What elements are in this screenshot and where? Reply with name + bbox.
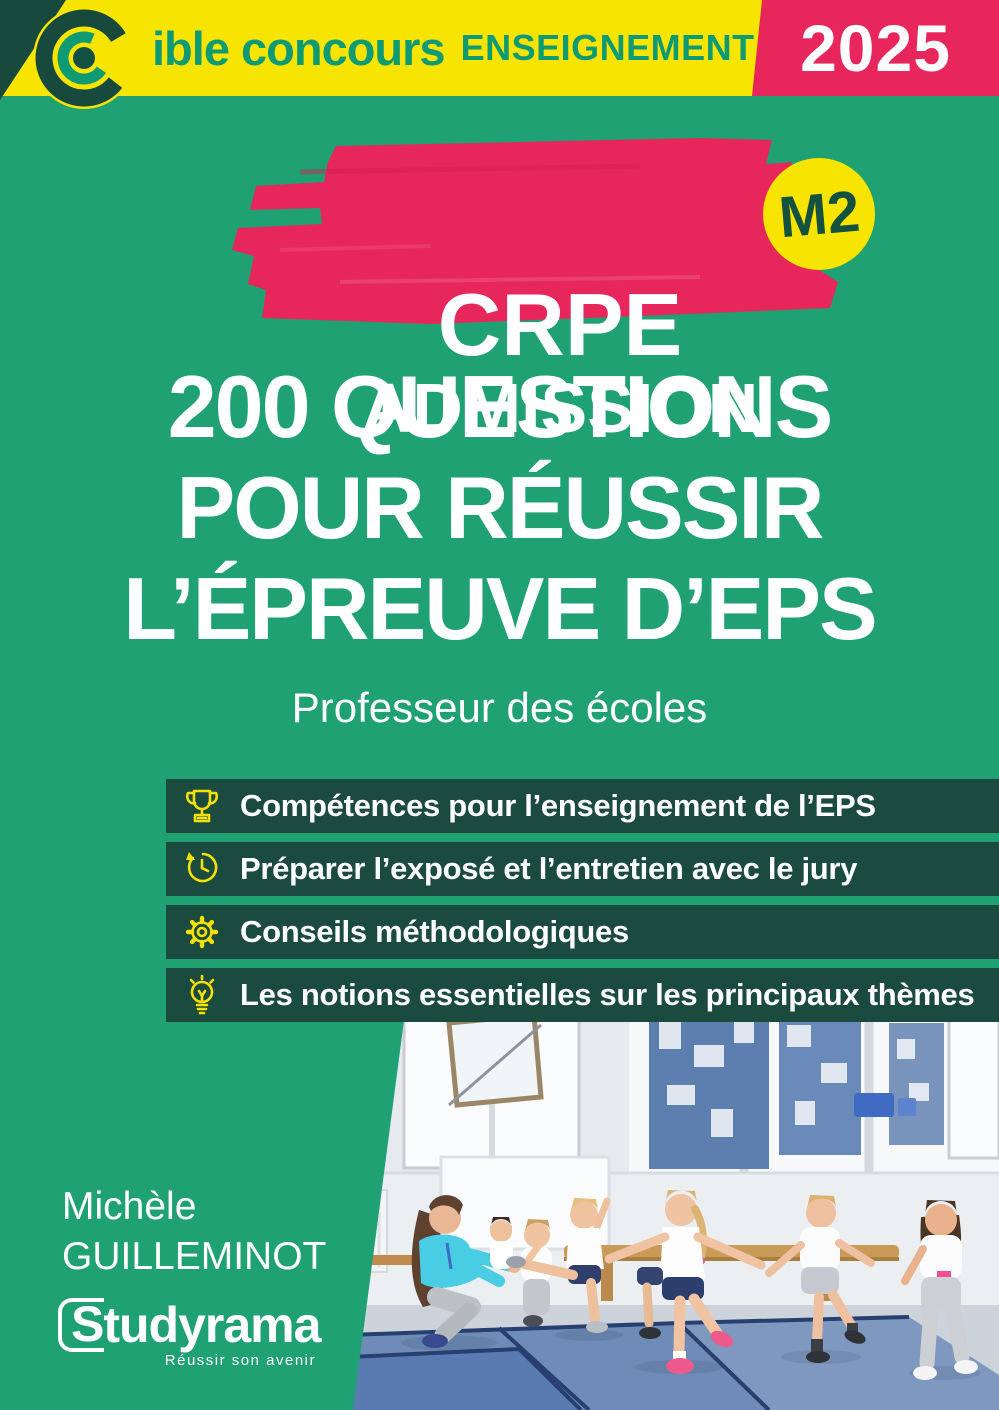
feature-list: Compétences pour l’enseignement de l’EPS… [166,779,999,1031]
gear-icon [185,915,219,949]
title-line-1: 200 QUESTIONS [167,357,834,456]
year-badge: 2025 [752,0,999,96]
m2-badge: M2 [763,158,875,270]
feature-row-competences: Compétences pour l’enseignement de l’EPS [166,779,999,833]
trophy-icon [186,789,218,823]
exam-name: CRPE [437,275,683,374]
child-figure [637,1267,663,1339]
brush-stroke-shape [232,138,848,324]
child-figure [765,1195,875,1363]
gym-class-photo [349,1005,999,1410]
feature-label: Les notions essentielles sur les princip… [240,977,975,1012]
m2-label: M2 [776,178,862,250]
collection-name-bold: ible concours [152,21,446,75]
collection-name: ible concours ENSEIGNEMENT [152,0,755,96]
title-line-2: POUR RÉUSSIR [176,458,825,557]
history-clock-icon [186,852,218,883]
feature-row-preparer: Préparer l’exposé et l’entretien avec le… [166,842,999,896]
author-last-name: GUILLEMINOT [62,1235,327,1278]
author-first-name: Michèle [62,1185,197,1228]
studyrama-rest: tudyrama [103,1297,321,1353]
publisher-tagline: Réussir son avenir [164,1352,316,1369]
child-figure [604,1190,766,1374]
feature-row-notions: Les notions essentielles sur les princip… [166,968,999,1022]
feature-row-conseils: Conseils méthodologiques [166,905,999,959]
title-subtitle: Professeur des écoles [291,684,708,731]
target-c-icon [0,0,135,109]
lightbulb-icon [189,974,215,1015]
collection-category: ENSEIGNEMENT [460,27,755,68]
collection-band: ible concours ENSEIGNEMENT 2025 [0,0,999,96]
title-line-3: L’ÉPREUVE D’EPS [123,559,877,658]
brush-banner: CRPE ADMISSION [0,130,999,446]
feature-label: Conseils méthodologiques [240,914,629,949]
studyrama-boxed-letter: S [58,1298,104,1352]
feature-label: Compétences pour l’enseignement de l’EPS [240,788,876,823]
year-label: 2025 [800,11,951,85]
child-figure [506,1197,611,1333]
feature-label: Préparer l’exposé et l’entretien avec le… [240,851,858,886]
exam-stage: ADMISSION [361,369,759,447]
child-figure [901,1200,978,1380]
author-name: Michèle GUILLEMINOT [62,1182,326,1282]
page-title: 200 QUESTIONS POUR RÉUSSIR L’ÉPREUVE D’E… [0,356,999,659]
